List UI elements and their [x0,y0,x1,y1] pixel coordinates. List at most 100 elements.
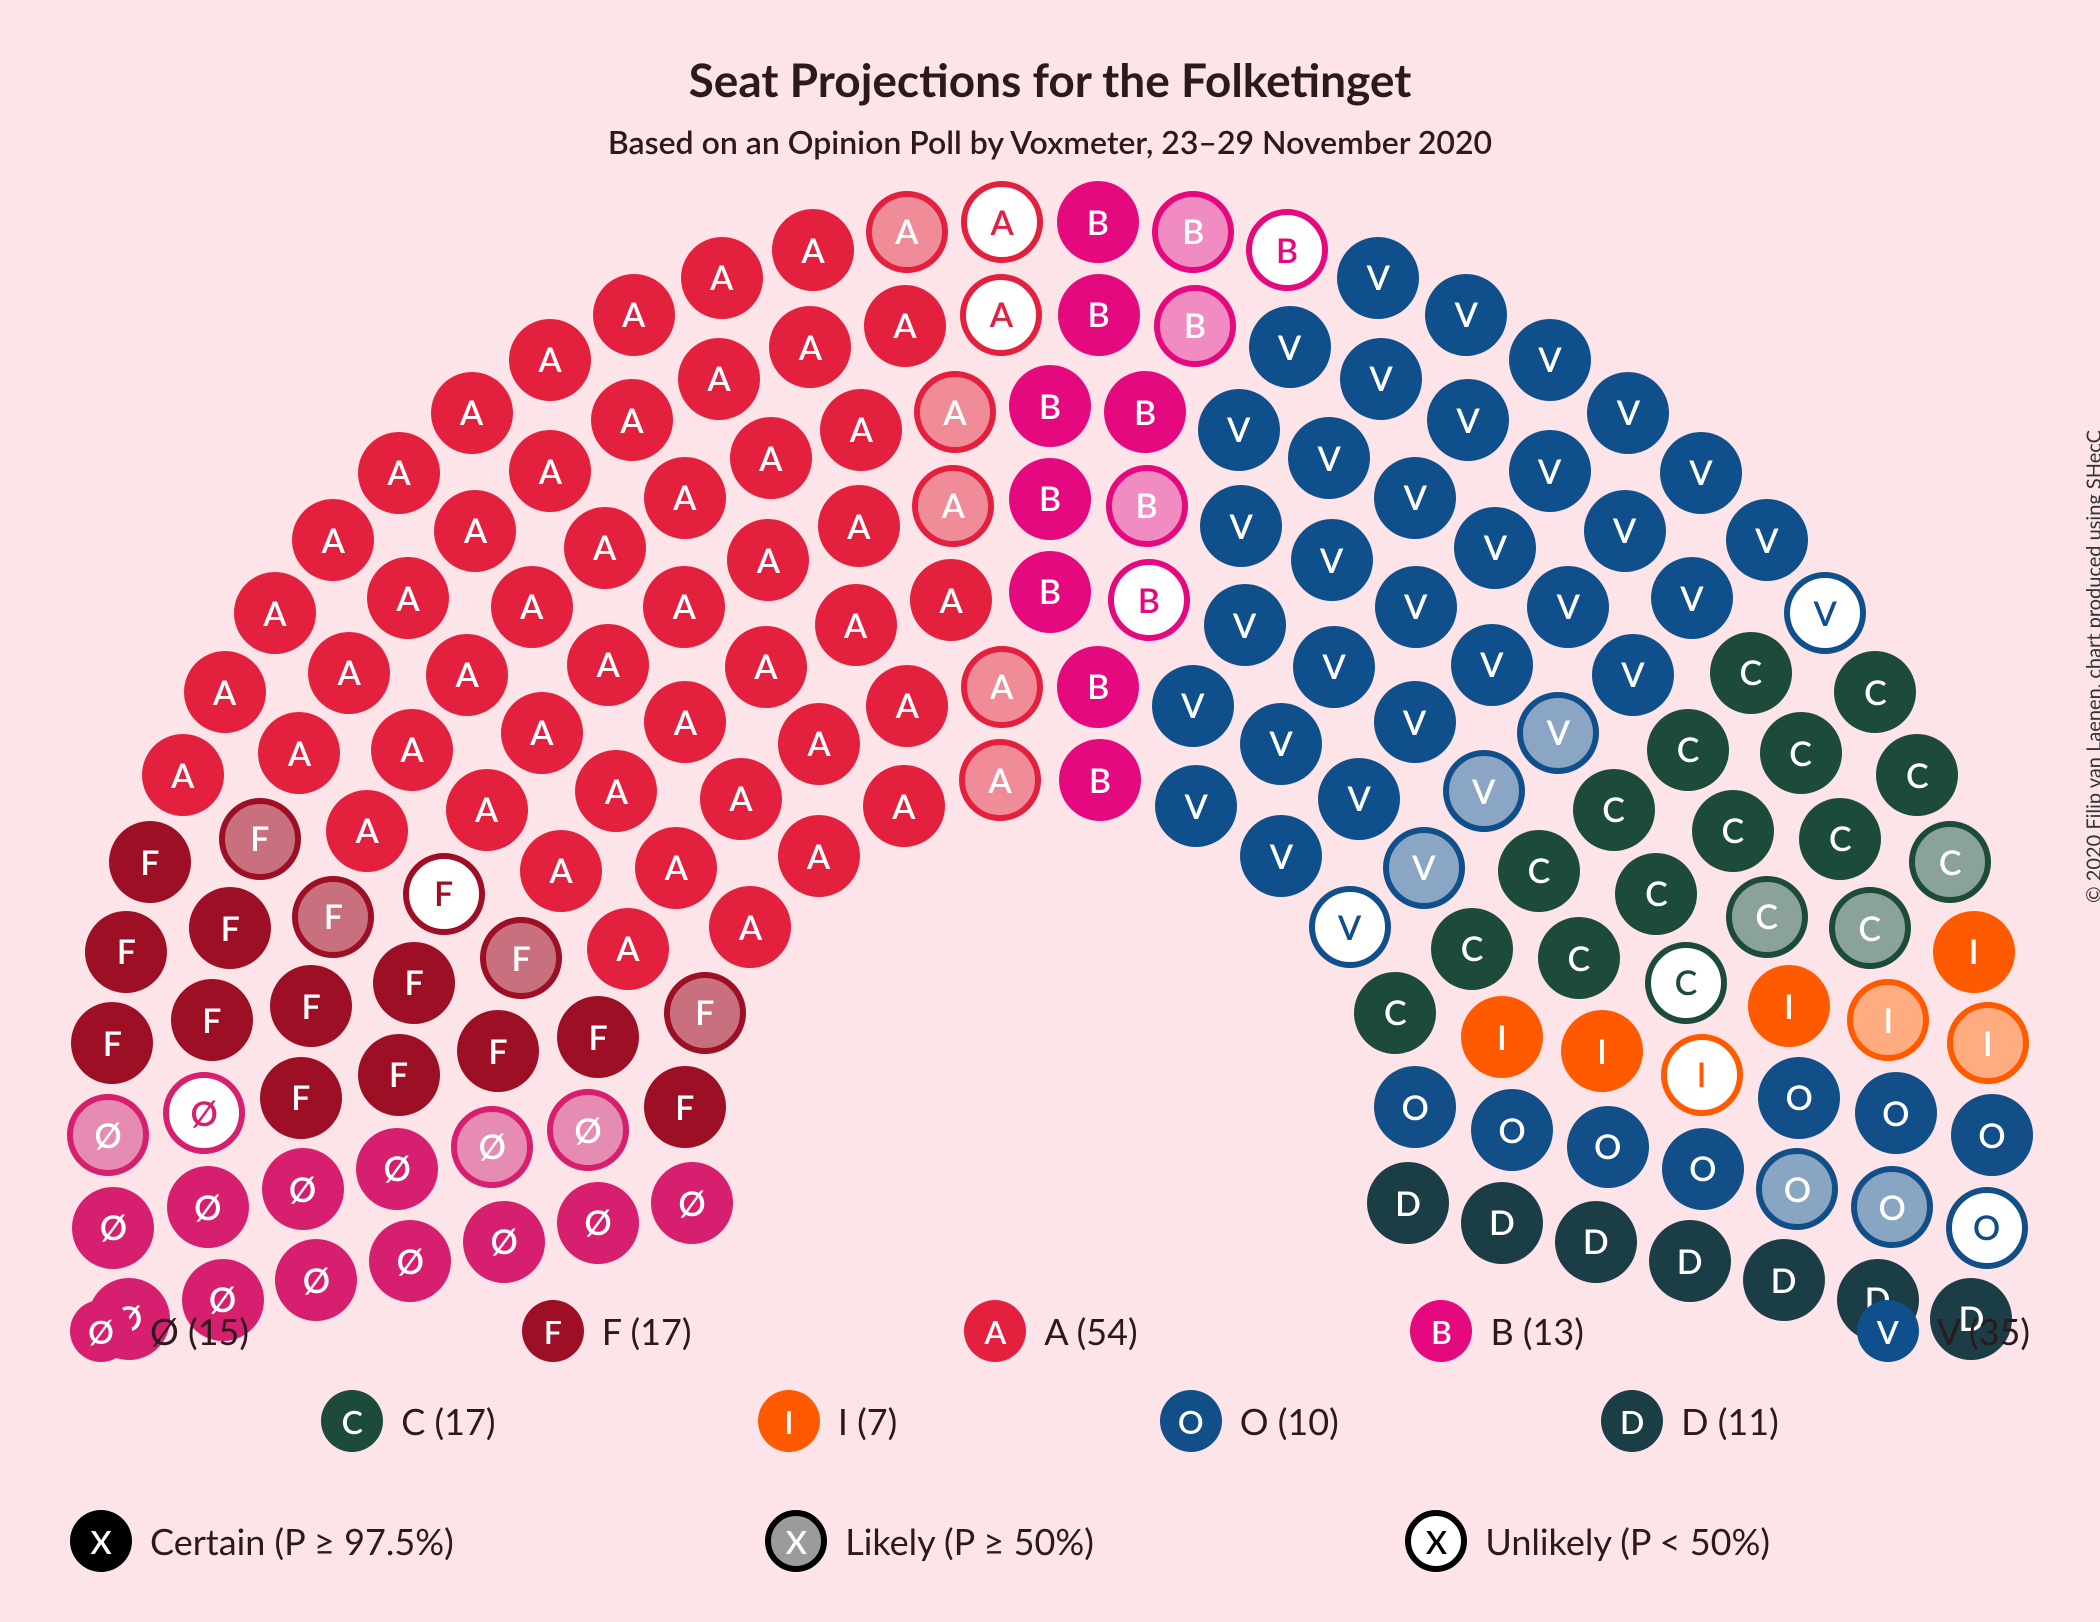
seat-V: V [1337,237,1419,319]
seat-O: O [1855,1072,1937,1154]
seat-F: F [457,1010,539,1092]
seat-F: F [71,1002,153,1084]
seat-A: A [700,758,782,840]
confidence-legend: XCertain (P ≥ 97.5%)XLikely (P ≥ 50%)XUn… [70,1510,2030,1572]
seat-I: I [1748,965,1830,1047]
seat-A: A [358,432,440,514]
seat-A: A [635,827,717,909]
legend-item-A: AA (54) [964,1300,1137,1362]
seat-V: V [1374,681,1456,763]
legend-swatch: V [1857,1300,1919,1362]
legend-swatch: I [758,1390,820,1452]
seat-A: A [292,499,374,581]
seat-C: C [1647,709,1729,791]
seat-A: A [371,709,453,791]
seat-B: B [1106,465,1188,547]
seat-Ø: Ø [72,1187,154,1269]
seat-A: A [678,338,760,420]
confidence-item-unlikely: XUnlikely (P < 50%) [1405,1510,1770,1572]
seat-V: V [1293,626,1375,708]
seat-A: A [961,646,1043,728]
seat-C: C [1431,908,1513,990]
seat-B: B [1154,285,1236,367]
seat-A: A [509,319,591,401]
seat-A: A [960,274,1042,356]
seat-V: V [1374,457,1456,539]
page-subtitle: Based on an Opinion Poll by Voxmeter, 23… [0,122,2100,161]
seat-Ø: Ø [67,1094,149,1176]
seat-O: O [1662,1128,1744,1210]
seat-A: A [434,490,516,572]
seat-V: V [1427,379,1509,461]
confidence-label: Likely (P ≥ 50%) [845,1519,1094,1563]
seat-A: A [587,908,669,990]
seat-V: V [1375,566,1457,648]
seat-I: I [1947,1002,2029,1084]
seat-C: C [1710,632,1792,714]
seat-F: F [557,996,639,1078]
legend-item-C: CC (17) [321,1390,495,1452]
seat-A: A [491,566,573,648]
seat-V: V [1509,319,1591,401]
seat-A: A [509,430,591,512]
seat-A: A [959,739,1041,821]
seat-A: A [820,389,902,471]
seat-V: V [1340,338,1422,420]
seat-D: D [1367,1162,1449,1244]
seat-V: V [1291,519,1373,601]
seat-F: F [644,1066,726,1148]
seat-F: F [270,965,352,1047]
seat-B: B [1104,371,1186,453]
legend-swatch: O [1160,1390,1222,1452]
seat-A: A [520,830,602,912]
seat-C: C [1692,790,1774,872]
confidence-label: Certain (P ≥ 97.5%) [150,1519,454,1563]
seat-A: A [591,379,673,461]
legend-item-Ø: ØØ (15) [70,1300,249,1362]
seat-A: A [326,790,408,872]
seat-C: C [1354,972,1436,1054]
legend-label: F (17) [602,1309,692,1353]
legend-label: V (35) [1937,1309,2030,1353]
seat-Ø: Ø [547,1089,629,1171]
seat-C: C [1726,876,1808,958]
seat-A: A [501,692,583,774]
seat-V: V [1784,572,1866,654]
seat-A: A [866,665,948,747]
confidence-item-certain: XCertain (P ≥ 97.5%) [70,1510,454,1572]
page-title: Seat Projections for the Folketinget [0,52,2100,107]
seat-A: A [308,632,390,714]
seat-C: C [1876,734,1958,816]
seat-V: V [1584,490,1666,572]
seat-B: B [1152,191,1234,273]
legend-label: I (7) [838,1399,897,1443]
legend-label: Ø (15) [150,1309,249,1353]
legend-swatch: A [964,1300,1026,1362]
seat-Ø: Ø [651,1162,733,1244]
seat-Ø: Ø [463,1201,545,1283]
seat-V: V [1249,306,1331,388]
seat-V: V [1318,758,1400,840]
seat-A: A [864,285,946,367]
seat-A: A [910,559,992,641]
seat-B: B [1059,739,1141,821]
seat-F: F [260,1057,342,1139]
legend-item-I: I I (7) [758,1390,897,1452]
seat-V: V [1240,815,1322,897]
seat-A: A [431,372,513,454]
seat-F: F [292,876,374,958]
seat-V: V [1288,417,1370,499]
seat-O: O [1374,1066,1456,1148]
chart-root: Seat Projections for the Folketinget Bas… [0,0,2100,1622]
seat-C: C [1799,798,1881,880]
seat-Ø: Ø [356,1128,438,1210]
seat-C: C [1498,830,1580,912]
seat-Ø: Ø [167,1166,249,1248]
seat-V: V [1509,430,1591,512]
seat-V: V [1587,372,1669,454]
seat-V: V [1240,703,1322,785]
seat-Ø: Ø [369,1220,451,1302]
seat-A: A [644,457,726,539]
seat-A: A [593,274,675,356]
seat-F: F [403,853,485,935]
